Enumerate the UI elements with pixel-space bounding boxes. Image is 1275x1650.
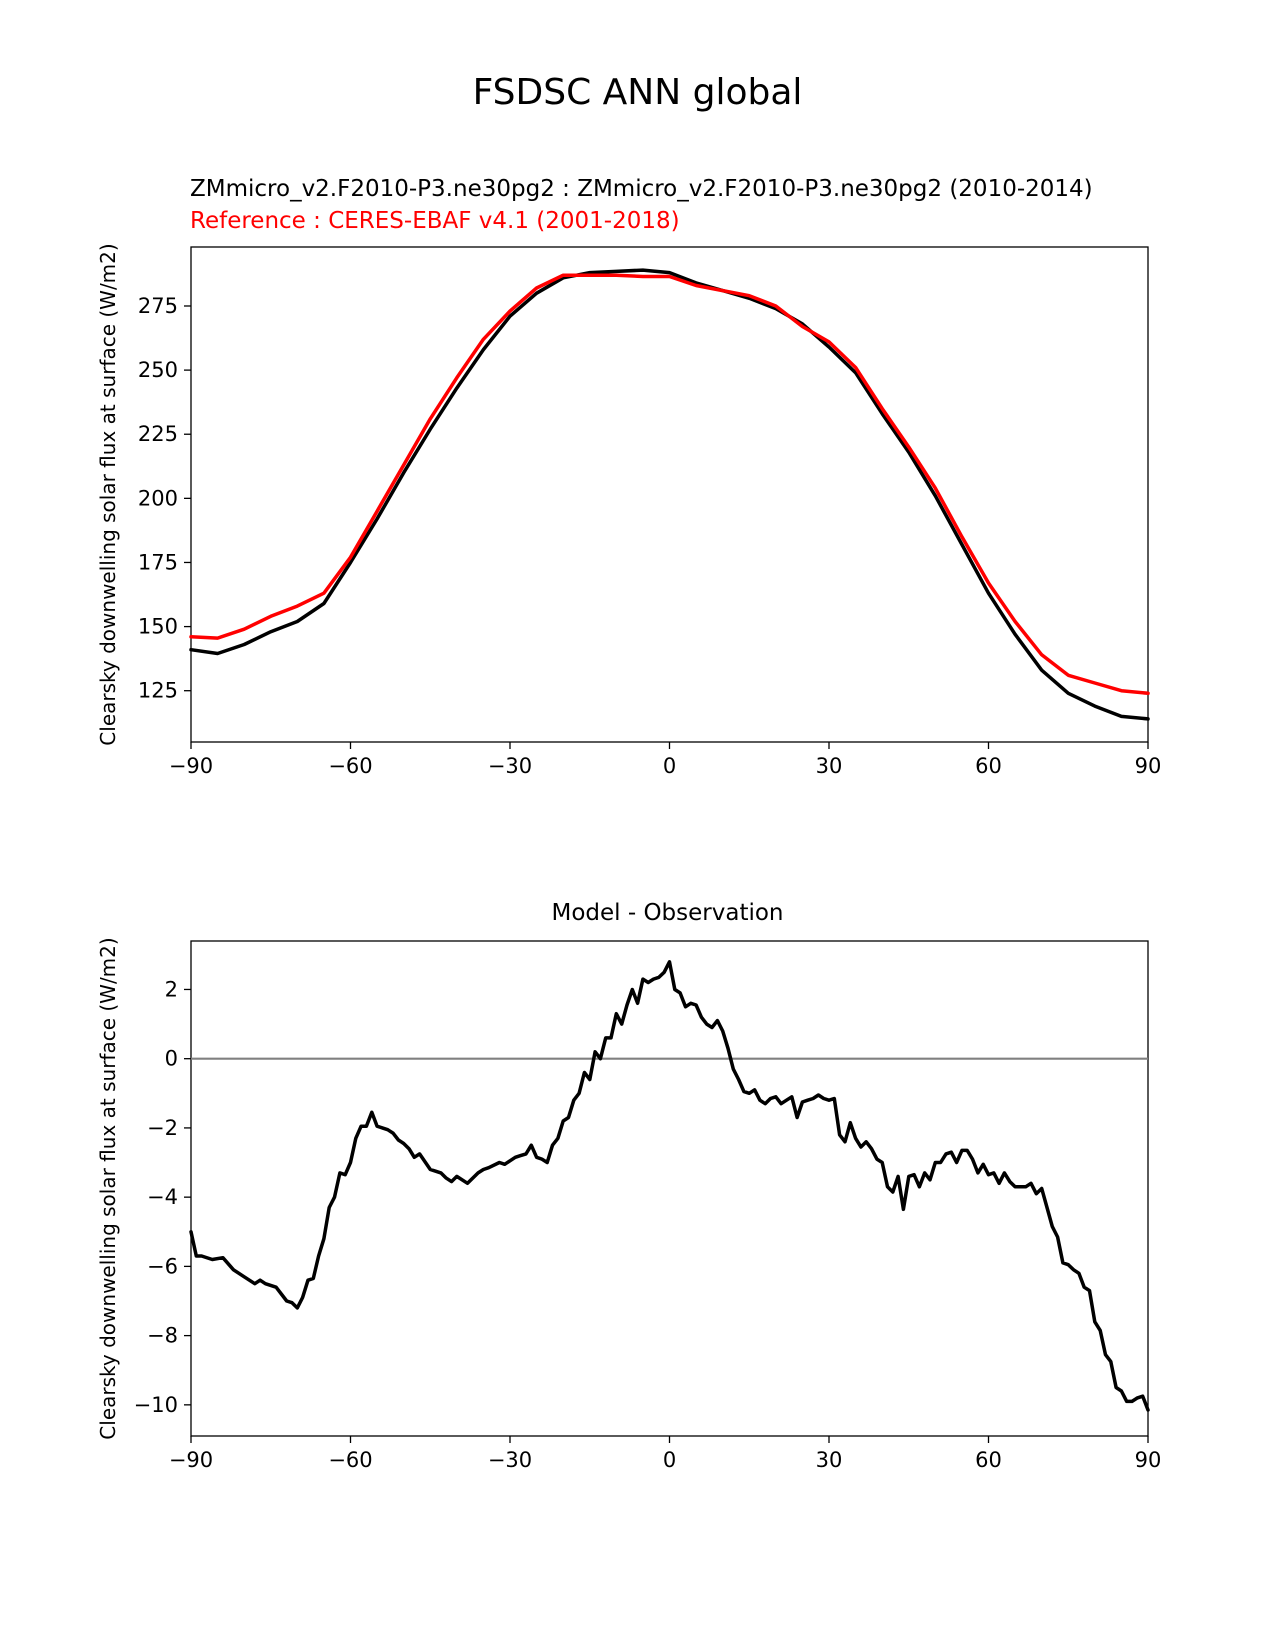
x-tick-label: −90 (169, 754, 213, 778)
y-tick-label: 2 (165, 977, 178, 1001)
y-tick-label: 0 (165, 1047, 178, 1071)
x-tick-label: 90 (1135, 1448, 1162, 1472)
x-tick-label: −90 (169, 1448, 213, 1472)
plot-frame (190, 246, 1149, 743)
x-tick-label: −30 (488, 754, 532, 778)
y-tick-label: 150 (138, 615, 178, 639)
y-tick-label: 275 (138, 294, 178, 318)
x-tick-label: 0 (663, 754, 676, 778)
test-label: ZMmicro_v2.F2010-P3.ne30pg2 : ZMmicro_v2… (190, 176, 1093, 202)
y-tick-label: 175 (138, 550, 178, 574)
difference-series-line (189, 960, 1150, 1412)
y-tick-label: 225 (138, 422, 178, 446)
y-tick-label: −8 (147, 1324, 178, 1348)
x-tick-label: −60 (328, 1448, 372, 1472)
x-tick-label: 90 (1135, 754, 1162, 778)
y-tick-label: 125 (138, 679, 178, 703)
x-tick-label: −30 (488, 1448, 532, 1472)
x-tick-label: −60 (328, 754, 372, 778)
y-tick-label: −4 (147, 1185, 178, 1209)
diff-panel-title: Model - Observation (551, 900, 784, 926)
y-tick-label: 250 (138, 358, 178, 382)
y-tick-label: 200 (138, 486, 178, 510)
x-tick-label: 60 (975, 754, 1002, 778)
y-axis-label: Clearsky downwelling solar flux at surfa… (96, 937, 120, 1439)
x-tick-label: 30 (816, 754, 843, 778)
x-tick-label: 60 (975, 1448, 1002, 1472)
x-tick-label: 0 (663, 1448, 676, 1472)
x-tick-label: 30 (816, 1448, 843, 1472)
plot-frame (190, 940, 1149, 1437)
reference-series-line (189, 273, 1150, 696)
y-axis-label: Clearsky downwelling solar flux at surfa… (96, 243, 120, 745)
y-tick-label: −2 (147, 1116, 178, 1140)
test-series-line (189, 268, 1150, 721)
y-tick-label: −10 (134, 1393, 178, 1417)
reference-label: Reference : CERES-EBAF v4.1 (2001-2018) (190, 208, 680, 234)
figure-title: FSDSC ANN global (472, 72, 803, 113)
y-tick-label: −6 (147, 1254, 178, 1278)
